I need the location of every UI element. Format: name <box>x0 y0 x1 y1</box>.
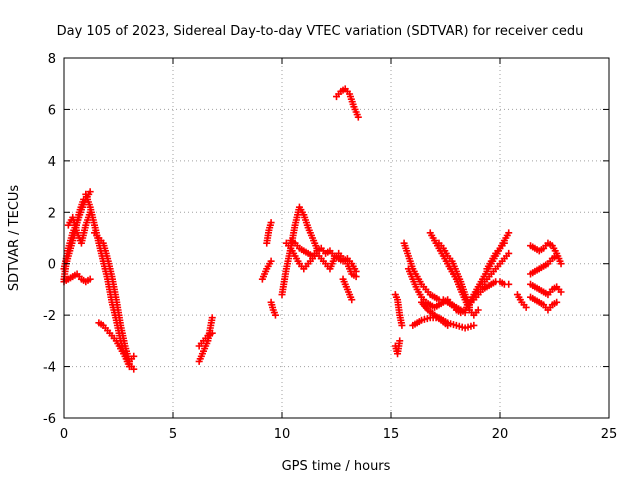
y-tick-label: 2 <box>48 206 56 221</box>
series-track-9d <box>483 239 508 273</box>
series-track-4d <box>339 275 356 304</box>
data-point <box>457 309 465 317</box>
y-tick-label: -6 <box>43 412 56 427</box>
data-point <box>505 229 513 237</box>
x-tick-label: 0 <box>60 427 68 442</box>
data-point <box>267 257 275 265</box>
x-axis-label: GPS time / hours <box>282 459 391 474</box>
data-point <box>505 280 513 288</box>
data-point <box>208 329 216 337</box>
series-track-7d <box>418 298 452 329</box>
series-track-2b <box>195 329 216 350</box>
series-track-3c <box>267 298 279 319</box>
plot-frame <box>63 57 610 419</box>
data-point <box>553 252 561 260</box>
y-tick-label: -4 <box>43 361 56 376</box>
series-track-10c <box>527 252 561 278</box>
data-point <box>522 303 530 311</box>
y-tick-label: 0 <box>48 258 56 273</box>
data-marks <box>60 85 565 373</box>
data-point <box>500 239 508 247</box>
data-point <box>348 296 356 304</box>
series-track-10e <box>527 293 561 314</box>
axis-ticks: 0 5 10 15 20 25 -6 -4 -2 0 2 4 6 8 <box>43 52 617 442</box>
data-point <box>86 188 94 196</box>
y-tick-label: -2 <box>43 309 56 324</box>
data-point <box>557 260 565 268</box>
data-point <box>86 275 94 283</box>
y-tick-label: 6 <box>48 103 56 118</box>
data-point <box>553 298 561 306</box>
series-track-1f <box>91 229 133 365</box>
data-point <box>398 321 406 329</box>
series-track-10a <box>513 291 530 311</box>
data-point <box>444 321 452 329</box>
grid-lines <box>64 58 609 418</box>
data-point <box>130 352 138 360</box>
data-point <box>267 219 275 227</box>
x-tick-label: 25 <box>601 427 618 442</box>
data-point <box>557 288 565 296</box>
x-tick-label: 10 <box>274 427 291 442</box>
data-point <box>396 337 404 345</box>
series-track-6b <box>391 337 404 358</box>
data-point <box>470 321 478 329</box>
data-point <box>130 365 138 373</box>
series-track-5 <box>333 85 362 121</box>
x-tick-label: 5 <box>169 427 177 442</box>
data-point <box>354 113 362 121</box>
series-track-10d <box>527 280 565 299</box>
series-track-3b <box>263 219 275 247</box>
series-track-4a <box>278 203 321 299</box>
series-track-9b <box>465 249 513 309</box>
data-point <box>474 306 482 314</box>
y-tick-label: 4 <box>48 155 56 170</box>
series-track-6a <box>391 291 406 329</box>
y-tick-label: 8 <box>48 52 56 67</box>
data-point <box>352 267 360 275</box>
series-track-7b <box>404 265 465 317</box>
chart-title: Day 105 of 2023, Sidereal Day-to-day VTE… <box>57 24 584 39</box>
x-tick-label: 20 <box>492 427 509 442</box>
data-point <box>271 311 279 319</box>
data-point <box>505 249 513 257</box>
y-axis-label: SDTVAR / TECUs <box>7 185 22 292</box>
series-track-3a <box>258 257 275 283</box>
data-point <box>208 314 216 322</box>
x-tick-label: 15 <box>383 427 400 442</box>
series-track-1h <box>117 345 138 365</box>
series-track-4c <box>287 237 360 275</box>
series-track-9c <box>470 278 513 304</box>
